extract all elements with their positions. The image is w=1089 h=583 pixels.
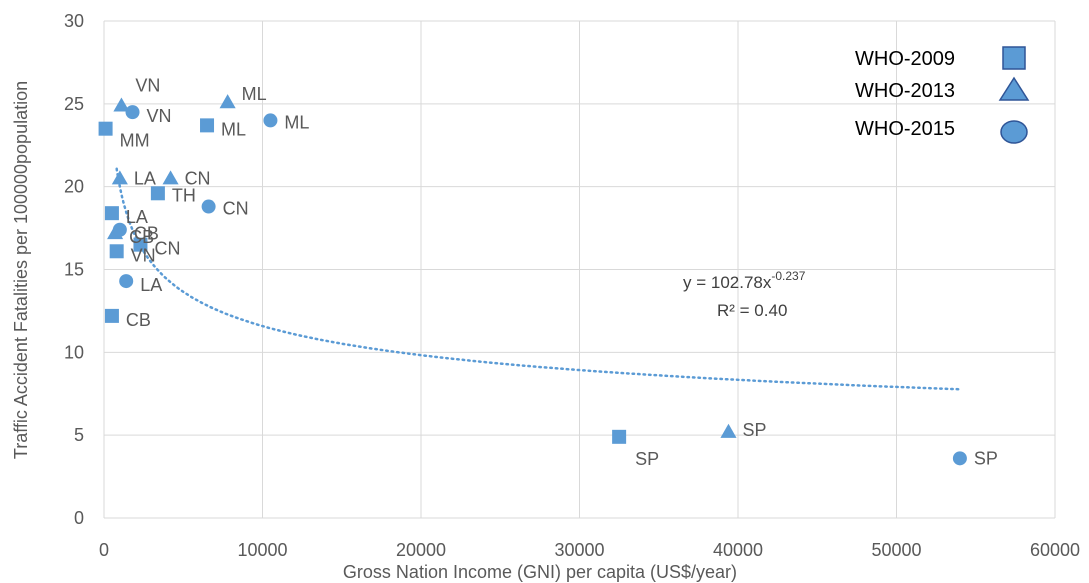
point-label-sp: SP [974, 448, 998, 468]
point-label-ml: ML [242, 84, 267, 104]
point-label-cb: CB [129, 227, 154, 247]
point-square-vn [109, 244, 124, 259]
point-label-ml: ML [221, 119, 246, 139]
legend-triangle-icon [998, 76, 1030, 101]
point-label-th: TH [172, 185, 196, 205]
point-label-la: LA [126, 207, 148, 227]
x-tick-label: 10000 [237, 540, 287, 560]
point-square-sp [612, 429, 627, 444]
x-tick-label: 60000 [1030, 540, 1080, 560]
x-tick-label: 40000 [713, 540, 763, 560]
point-label-cb: CB [134, 224, 159, 244]
legend-square-icon [1002, 46, 1026, 70]
equation-prefix: y = 102.78x [683, 273, 772, 292]
point-triangle-ml [219, 94, 236, 109]
point-square-mm [98, 121, 113, 136]
x-axis-title: Gross Nation Income (GNI) per capita (US… [343, 562, 737, 582]
point-square-ml [200, 118, 215, 133]
point-label-vn: VN [131, 245, 156, 265]
y-tick-label: 5 [74, 425, 84, 445]
point-square-la [104, 206, 119, 221]
point-label-mm: MM [120, 131, 150, 151]
r-squared-label: R² = 0.40 [717, 301, 787, 320]
x-tick-label: 50000 [871, 540, 921, 560]
legend: WHO-2009 WHO-2013 WHO-2015 [855, 46, 1030, 144]
point-label-cb: CB [126, 310, 151, 330]
y-tick-label: 30 [64, 11, 84, 31]
y-tick-label: 20 [64, 177, 84, 197]
point-label-cn: CN [154, 239, 180, 259]
y-tick-label: 25 [64, 94, 84, 114]
point-circle-sp [952, 451, 967, 466]
point-circle-cb [112, 222, 127, 237]
point-label-la: LA [140, 275, 162, 295]
point-triangle-sp [720, 423, 737, 438]
point-label-vn: VN [135, 75, 160, 95]
legend-label-who-2009: WHO-2009 [855, 48, 955, 70]
point-triangle-vn [113, 97, 130, 112]
x-tick-label: 30000 [554, 540, 604, 560]
point-label-cn: CN [223, 199, 249, 219]
trendline-equation: y = 102.78x-0.237 [683, 269, 806, 292]
point-label-cn: CN [185, 168, 211, 188]
axes: 0 5 10 15 20 25 30 0 10000 20000 30000 40000 50000 60… [64, 11, 1080, 560]
legend-label-who-2015: WHO-2015 [855, 118, 955, 140]
point-triangle-la [111, 170, 128, 185]
point-label-sp: SP [742, 420, 766, 440]
point-circle-cn [201, 199, 216, 214]
gridlines [103, 20, 1056, 519]
y-tick-label: 10 [64, 342, 84, 362]
point-square-cb [104, 308, 119, 323]
point-label-ml: ML [284, 112, 309, 132]
equation-exponent: -0.237 [771, 269, 805, 283]
point-square-th [150, 186, 165, 201]
point-circle-la [119, 274, 134, 289]
y-axis-title: Traffic Accident Fatalities per 100000po… [11, 81, 31, 459]
trendline [115, 167, 962, 391]
point-circle-ml [263, 113, 278, 128]
x-tick-label: 20000 [396, 540, 446, 560]
point-label-la: LA [134, 168, 156, 188]
point-label-vn: VN [147, 106, 172, 126]
point-triangle-cn [162, 170, 179, 185]
legend-circle-icon [1000, 120, 1028, 144]
x-tick-label: 0 [99, 540, 109, 560]
point-circle-vn [125, 105, 140, 120]
data-points [98, 94, 967, 466]
y-tick-label: 0 [74, 508, 84, 528]
y-tick-label: 15 [64, 260, 84, 280]
point-label-sp: SP [635, 449, 659, 469]
legend-label-who-2013: WHO-2013 [855, 80, 955, 102]
point-square-cn [133, 237, 148, 252]
trendline-layer [115, 167, 962, 391]
